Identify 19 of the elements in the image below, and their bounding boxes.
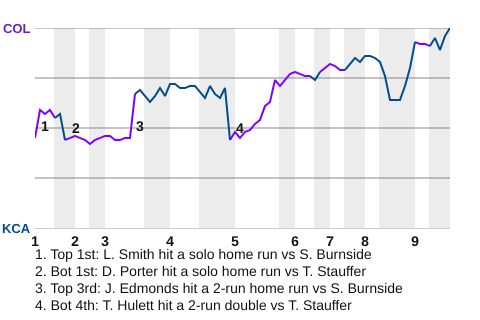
text: COL — [3, 21, 30, 36]
annotation: 3 — [136, 118, 144, 134]
annotation: 4 — [236, 120, 244, 136]
x-tick-label: 6 — [291, 232, 300, 249]
x-tick-label: 3 — [101, 232, 110, 249]
x-tick-label: 4 — [166, 232, 174, 249]
x-tick-label: 5 — [231, 232, 240, 249]
text: 2. Bot 1st: D. Porter hit a solo home run vs T. Stauffer — [35, 263, 366, 279]
x-tick-label: 9 — [411, 232, 420, 249]
text: 1. Top 1st: L. Smith hit a solo home run vs S. Burnside — [35, 246, 372, 262]
x-tick-label: 7 — [326, 232, 334, 249]
x-tick-label: 2 — [71, 232, 80, 249]
x-tick-label: 8 — [361, 232, 370, 249]
text: 4. Bot 4th: T. Hulett hit a 2-run double vs T. Stauffer — [35, 297, 352, 313]
text: 3. Top 3rd: J. Edmonds hit a 2-run home run vs S. Burnside — [35, 280, 404, 296]
annotation: 1 — [41, 118, 49, 134]
annotation: 2 — [72, 120, 80, 136]
text: KCA — [2, 221, 31, 236]
x-tick-label: 1 — [31, 232, 40, 249]
